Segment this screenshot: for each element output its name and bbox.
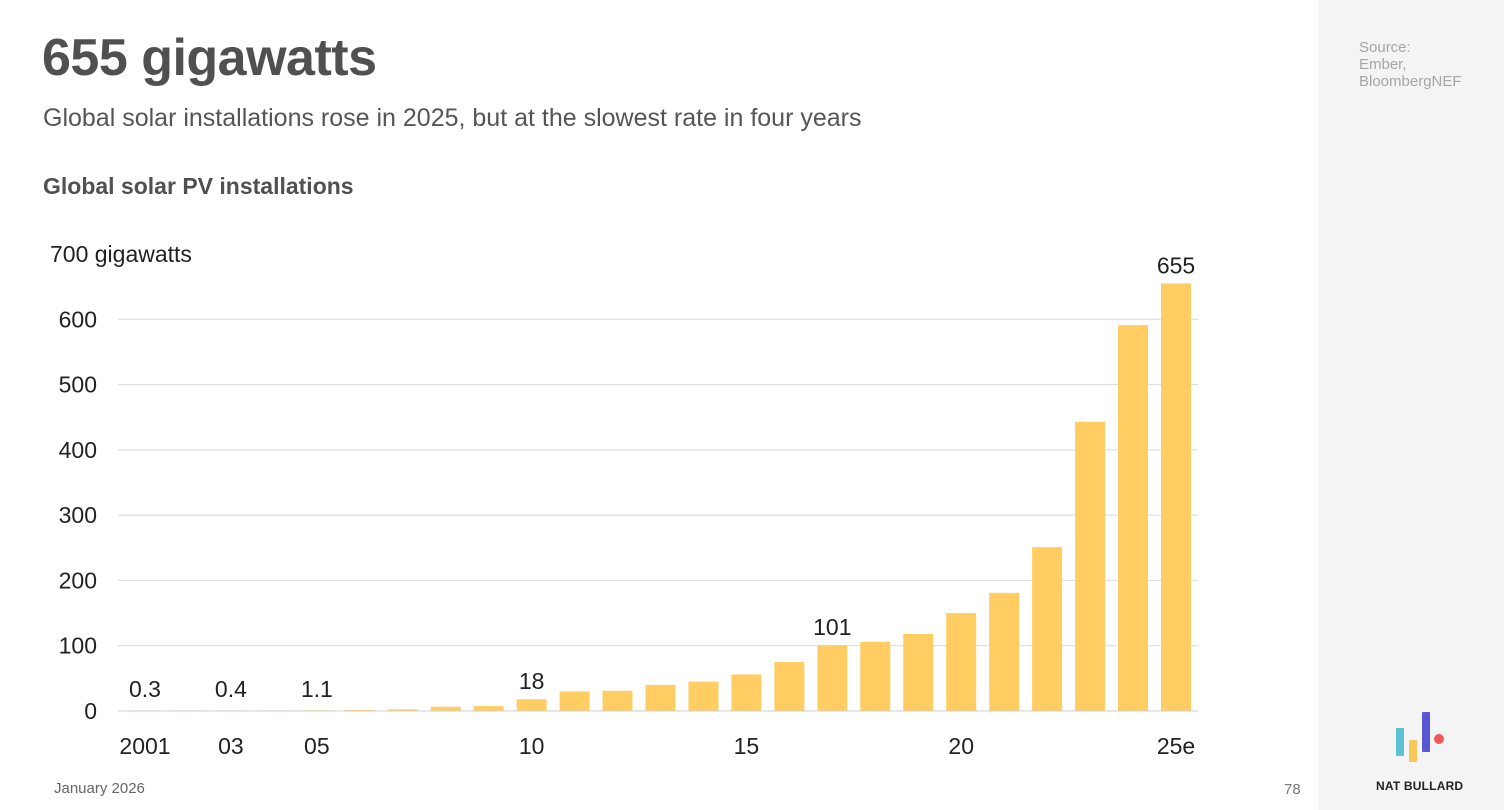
bar [1032, 547, 1063, 711]
x-tick-label: 25e [1157, 733, 1195, 759]
bar [989, 592, 1020, 711]
logo-bar [1409, 740, 1417, 762]
y-tick-label: 300 [59, 502, 97, 528]
bar [731, 674, 762, 711]
slide-sidebar [1318, 0, 1504, 810]
headline: 655 gigawatts [42, 29, 377, 87]
y-tick-label: 0 [84, 698, 97, 724]
bar [688, 681, 719, 711]
y-axis-label: 700 gigawatts [50, 241, 192, 267]
x-tick-label: 03 [218, 733, 244, 759]
subtitle: Global solar installations rose in 2025,… [43, 104, 862, 132]
y-tick-label: 100 [59, 633, 97, 659]
x-tick-label: 10 [519, 733, 545, 759]
x-tick-label: 05 [304, 733, 330, 759]
bar [1075, 421, 1106, 711]
source-line: BloombergNEF [1359, 73, 1462, 90]
data-label: 1.1 [301, 676, 333, 702]
x-tick-label: 15 [734, 733, 760, 759]
chart-title: Global solar PV installations [43, 173, 354, 199]
logo-dot [1434, 734, 1444, 744]
data-label: 0.4 [215, 676, 247, 702]
bar [774, 662, 805, 711]
logo-bar [1422, 712, 1430, 752]
x-tick-label: 2001 [119, 733, 170, 759]
data-label: 655 [1157, 252, 1195, 278]
bar-chart: 600 500 400 300 200 100 0 700 gigawatts 2001 03 05… [50, 241, 1198, 759]
y-tick-label: 500 [59, 372, 97, 398]
source-line: Source: [1359, 39, 1411, 56]
bar [1161, 283, 1191, 711]
footer-date: January 2026 [54, 780, 145, 797]
bar [903, 633, 934, 711]
bar [1118, 325, 1149, 711]
brand-logo-icon [1396, 712, 1444, 762]
bar [344, 709, 375, 711]
bar [817, 645, 848, 711]
bar [946, 613, 977, 711]
bar [473, 706, 504, 711]
y-tick-label: 400 [59, 437, 97, 463]
bar [430, 706, 461, 711]
data-label: 101 [813, 614, 851, 640]
bar [516, 699, 547, 711]
bar [559, 691, 590, 711]
logo-bar [1396, 728, 1404, 756]
x-tick-label: 20 [948, 733, 974, 759]
bar [387, 709, 418, 711]
data-label: 18 [519, 668, 545, 694]
source-line: Ember, [1359, 56, 1407, 73]
brand-name: NAT BULLARD [1376, 779, 1464, 793]
bar [645, 684, 676, 711]
y-tick-label: 600 [59, 306, 97, 332]
data-label: 0.3 [129, 676, 161, 702]
bar [860, 641, 891, 711]
y-tick-label: 200 [59, 567, 97, 593]
page-number: 78 [1284, 781, 1301, 798]
bar [602, 690, 633, 711]
source-note: Source: Ember, BloombergNEF [1359, 39, 1489, 90]
